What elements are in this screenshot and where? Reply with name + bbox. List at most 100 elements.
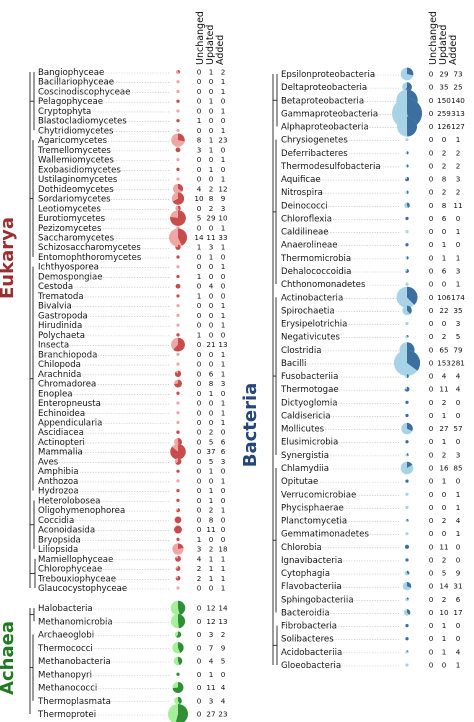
taxon-label: Planctomycetia [281, 517, 347, 527]
count-added: 2 [456, 148, 461, 157]
pie-slice-existing [176, 119, 180, 123]
count-updated: 6 [209, 369, 214, 378]
taxon-row: Saccharomycetes 14 11 33 [38, 228, 228, 247]
count-updated: 1 [209, 145, 214, 154]
taxon-row: Opitutae 0 1 0 [281, 477, 461, 487]
count-unchanged: 0 [197, 106, 202, 115]
count-updated: 0 [442, 490, 447, 499]
taxon-row: Methanobacteria 0 4 5 [38, 657, 225, 667]
pie-slice-existing [176, 391, 180, 395]
count-unchanged: 0 [429, 201, 434, 210]
count-unchanged: 0 [197, 369, 202, 378]
count-added: 0 [221, 428, 226, 437]
count-unchanged: 0 [197, 457, 202, 466]
count-added: 1 [221, 574, 226, 583]
count-unchanged: 0 [429, 96, 434, 105]
count-added: 1 [221, 321, 226, 330]
count-updated: 1 [442, 621, 447, 630]
pie-slice-existing [175, 575, 181, 581]
taxon-row: Anaerolineae 0 1 0 [281, 240, 461, 251]
taxon-row: Pelagophyceae 0 1 0 [38, 97, 226, 107]
taxon-pie [174, 379, 182, 388]
count-unchanged: 0 [197, 467, 202, 476]
count-unchanged: 0 [197, 252, 202, 261]
count-updated: 1 [442, 477, 447, 486]
count-unchanged: 0 [197, 321, 202, 330]
pie-base [405, 230, 409, 234]
pie-slice-existing [407, 164, 409, 168]
count-added: 0 [221, 330, 226, 339]
taxon-pie [400, 461, 414, 475]
count-updated: 8 [442, 201, 447, 210]
count-added: 1 [221, 418, 226, 427]
taxon-row: Synergistia 0 2 3 [281, 450, 460, 461]
count-unchanged: 1 [197, 243, 202, 252]
taxon-row: Aquificae 0 8 3 [281, 175, 460, 185]
column-header-updated: Updated [438, 25, 449, 65]
count-updated: 0 [442, 227, 447, 236]
count-unchanged: 0 [429, 464, 434, 473]
taxon-row: Fibrobacteria 0 1 0 [281, 621, 461, 632]
count-updated: 0 [209, 408, 214, 417]
taxon-label: Ichthyosporea [38, 263, 99, 273]
pie-base [405, 282, 409, 286]
count-updated: 0 [209, 126, 214, 135]
taxon-pie [404, 544, 410, 549]
taxon-label: Coscinodiscophyceae [38, 87, 130, 97]
taxon-pie [176, 80, 180, 84]
count-updated: 259 [437, 109, 451, 118]
taxon-row: Blastocladiomycetes 1 0 0 [38, 116, 226, 127]
pie-slice-existing [175, 555, 181, 562]
taxon-pie [175, 69, 181, 75]
taxon-pie [405, 374, 409, 378]
taxon-label: Chloroflexia [281, 214, 332, 224]
count-unchanged: 0 [197, 496, 202, 505]
count-unchanged: 0 [429, 135, 434, 144]
pie-slice-existing [176, 498, 180, 502]
taxon-label: Gastropoda [38, 311, 88, 321]
taxon-row: Liliopsida 3 2 18 [38, 543, 228, 555]
count-unchanged: 0 [429, 214, 434, 223]
count-updated: 1 [209, 97, 214, 106]
taxon-pie [175, 575, 181, 581]
count-unchanged: 0 [429, 450, 434, 459]
count-unchanged: 0 [197, 175, 202, 184]
pie-slice-existing [174, 370, 182, 377]
count-added: 9 [221, 643, 226, 652]
taxon-label: Dictyoglomia [281, 398, 338, 408]
count-unchanged: 14 [194, 233, 204, 242]
taxon-pie [170, 600, 186, 616]
count-unchanged: 0 [197, 282, 202, 291]
taxon-row: Mammalia 0 37 6 [38, 443, 226, 460]
count-unchanged: 0 [197, 630, 202, 639]
count-added: 1 [456, 661, 461, 670]
count-unchanged: 0 [429, 608, 434, 617]
pie-slice-existing [178, 205, 181, 211]
pie-slice-existing [178, 438, 182, 446]
count-added: 33 [218, 233, 227, 242]
pie-slice-existing [407, 650, 409, 652]
pie-slice-existing [176, 167, 180, 171]
count-updated: 0 [209, 223, 214, 232]
taxon-pie [176, 672, 180, 676]
taxon-label: Alphaproteobacteria [281, 123, 369, 133]
count-unchanged: 2 [197, 574, 202, 583]
taxon-pie [168, 704, 188, 722]
taxon-label: Anthozoa [38, 477, 78, 487]
taxon-label: Anaerolineae [281, 241, 338, 251]
taxon-label: Bangiophyceae [38, 68, 104, 78]
taxon-pie [404, 176, 410, 182]
taxon-label: Oligohymenophorea [38, 506, 125, 516]
count-unchanged: 0 [197, 68, 202, 77]
count-updated: 0 [209, 87, 214, 96]
taxon-pie [405, 335, 409, 339]
taxon-row: Actinopteri 0 5 6 [38, 437, 226, 448]
pie-slice-existing [407, 581, 412, 588]
count-updated: 0 [209, 106, 214, 115]
count-unchanged: 0 [197, 311, 202, 320]
pie-base [176, 109, 180, 113]
taxon-row: Hydrozoa 0 1 0 [38, 486, 226, 497]
taxon-pie [176, 391, 180, 395]
pie-base [176, 323, 180, 327]
taxon-label: Thermotogae [280, 385, 339, 395]
